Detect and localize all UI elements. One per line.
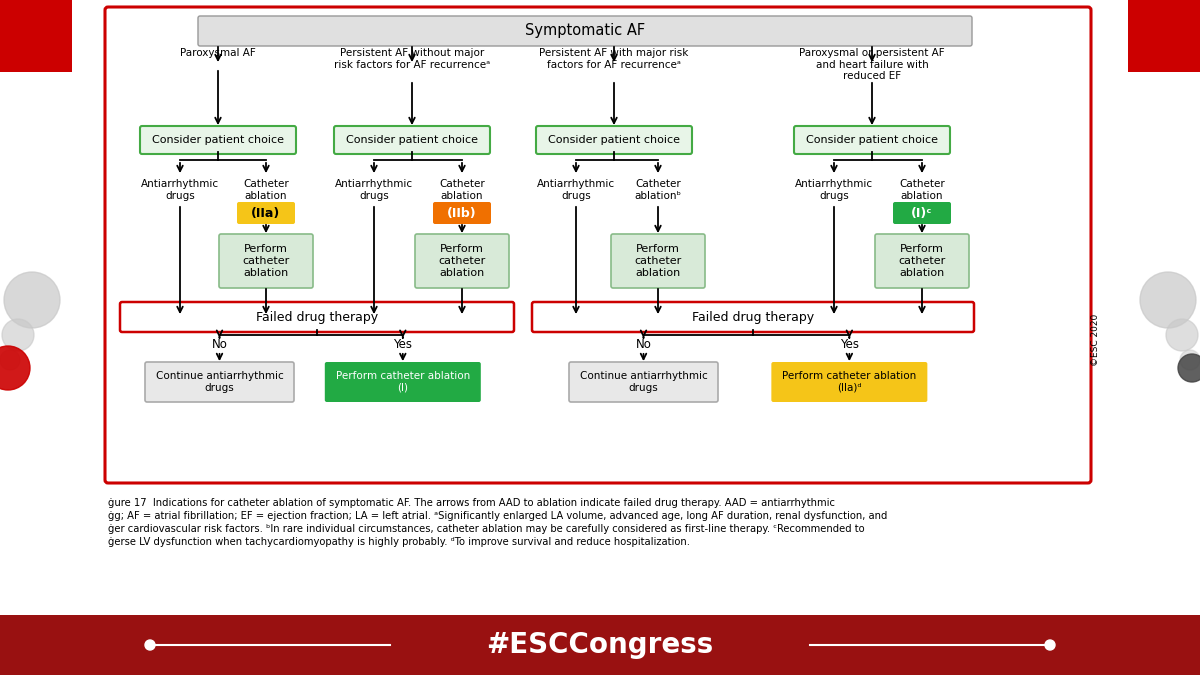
- Text: Persistent AF with major risk
factors for AF recurrenceᵃ: Persistent AF with major risk factors fo…: [539, 48, 689, 70]
- Text: Consider patient choice: Consider patient choice: [806, 135, 938, 145]
- Text: Perform
catheter
ablation: Perform catheter ablation: [899, 244, 946, 277]
- Text: Antiarrhythmic
drugs: Antiarrhythmic drugs: [140, 179, 220, 200]
- Text: ġerse LV dysfunction when tachycardiomyopathy is highly probably. ᵈTo improve su: ġerse LV dysfunction when tachycardiomyo…: [108, 537, 690, 547]
- Circle shape: [1166, 319, 1198, 351]
- Circle shape: [0, 346, 30, 390]
- Text: Paroxysmal AF: Paroxysmal AF: [180, 48, 256, 58]
- Text: Continue antiarrhythmic
drugs: Continue antiarrhythmic drugs: [156, 371, 283, 393]
- Text: Perform
catheter
ablation: Perform catheter ablation: [242, 244, 289, 277]
- Circle shape: [2, 319, 34, 351]
- FancyBboxPatch shape: [532, 302, 974, 332]
- Circle shape: [145, 640, 155, 650]
- FancyBboxPatch shape: [140, 126, 296, 154]
- FancyBboxPatch shape: [120, 302, 514, 332]
- Text: #ESCCongress: #ESCCongress: [486, 631, 714, 659]
- Text: Perform catheter ablation
(IIa)ᵈ: Perform catheter ablation (IIa)ᵈ: [782, 371, 917, 393]
- FancyBboxPatch shape: [0, 615, 1200, 675]
- Text: Paroxysmal or persistent AF
and heart failure with
reduced EF: Paroxysmal or persistent AF and heart fa…: [799, 48, 944, 81]
- Text: Perform catheter ablation
(I): Perform catheter ablation (I): [336, 371, 470, 393]
- FancyBboxPatch shape: [334, 126, 490, 154]
- Text: Persistent AF without major
risk factors for AF recurrenceᵃ: Persistent AF without major risk factors…: [334, 48, 490, 70]
- Text: No: No: [211, 338, 228, 350]
- FancyBboxPatch shape: [0, 0, 72, 72]
- Circle shape: [0, 350, 20, 370]
- FancyBboxPatch shape: [875, 234, 970, 288]
- FancyBboxPatch shape: [415, 234, 509, 288]
- FancyBboxPatch shape: [611, 234, 706, 288]
- Circle shape: [1178, 354, 1200, 382]
- FancyBboxPatch shape: [220, 234, 313, 288]
- Text: Consider patient choice: Consider patient choice: [548, 135, 680, 145]
- Text: (IIa): (IIa): [251, 207, 281, 219]
- Text: (IIb): (IIb): [448, 207, 476, 219]
- FancyBboxPatch shape: [893, 202, 952, 224]
- FancyBboxPatch shape: [1128, 0, 1200, 72]
- Text: Consider patient choice: Consider patient choice: [346, 135, 478, 145]
- FancyBboxPatch shape: [433, 202, 491, 224]
- Text: (I)ᶜ: (I)ᶜ: [911, 207, 932, 219]
- FancyBboxPatch shape: [106, 7, 1091, 483]
- Text: Yes: Yes: [840, 338, 859, 350]
- FancyBboxPatch shape: [145, 362, 294, 402]
- Text: Failed drug therapy: Failed drug therapy: [256, 310, 378, 323]
- Text: Antiarrhythmic
drugs: Antiarrhythmic drugs: [794, 179, 874, 200]
- FancyBboxPatch shape: [325, 362, 481, 402]
- Text: Catheter
ablationᵇ: Catheter ablationᵇ: [635, 179, 682, 200]
- FancyBboxPatch shape: [772, 362, 928, 402]
- Text: Antiarrhythmic
drugs: Antiarrhythmic drugs: [536, 179, 616, 200]
- FancyBboxPatch shape: [536, 126, 692, 154]
- Text: ©ESC 2020: ©ESC 2020: [1091, 314, 1099, 366]
- Circle shape: [1180, 350, 1200, 370]
- FancyBboxPatch shape: [198, 16, 972, 46]
- Text: Antiarrhythmic
drugs: Antiarrhythmic drugs: [335, 179, 413, 200]
- FancyBboxPatch shape: [794, 126, 950, 154]
- Text: Symptomatic AF: Symptomatic AF: [524, 24, 646, 38]
- FancyBboxPatch shape: [238, 202, 295, 224]
- Circle shape: [4, 272, 60, 328]
- Text: ġg; AF = atrial fibrillation; EF = ejection fraction; LA = left atrial. ᵃSignifi: ġg; AF = atrial fibrillation; EF = eject…: [108, 511, 887, 521]
- Text: Catheter
ablation: Catheter ablation: [439, 179, 485, 200]
- Text: Yes: Yes: [394, 338, 413, 350]
- Text: Perform
catheter
ablation: Perform catheter ablation: [438, 244, 486, 277]
- Text: Consider patient choice: Consider patient choice: [152, 135, 284, 145]
- Text: Catheter
ablation: Catheter ablation: [244, 179, 289, 200]
- Text: Catheter
ablation: Catheter ablation: [899, 179, 944, 200]
- Circle shape: [1045, 640, 1055, 650]
- Text: Failed drug therapy: Failed drug therapy: [692, 310, 814, 323]
- Text: ġure 17  Indications for catheter ablation of symptomatic AF. The arrows from AA: ġure 17 Indications for catheter ablatio…: [108, 498, 835, 508]
- Text: ġer cardiovascular risk factors. ᵇIn rare individual circumstances, catheter abl: ġer cardiovascular risk factors. ᵇIn rar…: [108, 524, 865, 534]
- Text: No: No: [636, 338, 652, 350]
- FancyBboxPatch shape: [569, 362, 718, 402]
- Text: Perform
catheter
ablation: Perform catheter ablation: [635, 244, 682, 277]
- Text: Continue antiarrhythmic
drugs: Continue antiarrhythmic drugs: [580, 371, 707, 393]
- Circle shape: [1140, 272, 1196, 328]
